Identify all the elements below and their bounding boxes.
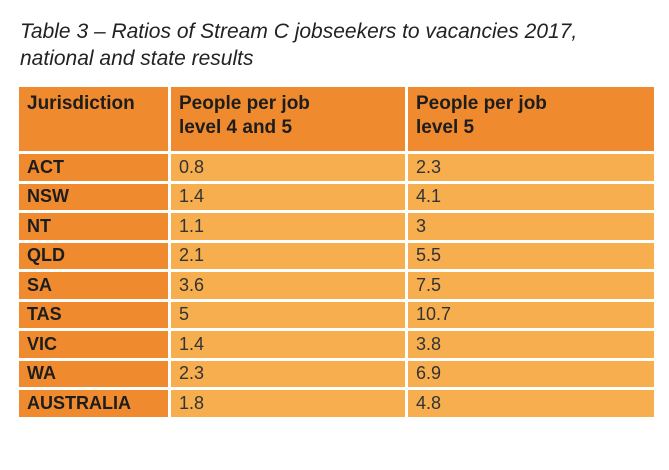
level45-cell: 2.3 [171, 360, 405, 387]
table-header-row: Jurisdiction People per job level 4 and … [19, 87, 654, 151]
header-level5-line1: People per job [416, 93, 547, 114]
level45-cell: 1.4 [171, 331, 405, 358]
header-level-5: People per job level 5 [408, 87, 654, 151]
caption-line-1: Table 3 – Ratios of Stream C jobseekers … [20, 20, 578, 43]
caption-line-2: national and state results [20, 47, 254, 70]
level5-cell: 5.5 [408, 242, 654, 269]
jurisdiction-cell: NSW [19, 183, 168, 210]
ratios-table-container: Jurisdiction People per job level 4 and … [16, 84, 657, 447]
table-row: SA 3.6 7.5 [19, 272, 654, 299]
table-row: VIC 1.4 3.8 [19, 331, 654, 358]
table-row: TAS 5 10.7 [19, 301, 654, 328]
level5-cell: 3 [408, 213, 654, 240]
header-level45-line1: People per job [179, 93, 310, 114]
table-row: NT 1.1 3 [19, 213, 654, 240]
jurisdiction-cell: SA [19, 272, 168, 299]
jurisdiction-cell: TAS [19, 301, 168, 328]
table-row: NSW 1.4 4.1 [19, 183, 654, 210]
level5-cell: 3.8 [408, 331, 654, 358]
level5-cell: 4.1 [408, 183, 654, 210]
jurisdiction-cell: WA [19, 360, 168, 387]
header-jurisdiction-line1: Jurisdiction [27, 93, 135, 114]
level45-cell: 5 [171, 301, 405, 328]
table-row: ACT 0.8 2.3 [19, 154, 654, 181]
header-level45-line2: level 4 and 5 [179, 117, 293, 138]
jurisdiction-cell: VIC [19, 331, 168, 358]
table-row: QLD 2.1 5.5 [19, 242, 654, 269]
header-level5-line2: level 5 [416, 117, 475, 138]
level45-cell: 0.8 [171, 154, 405, 181]
header-level-4-and-5: People per job level 4 and 5 [171, 87, 405, 151]
jurisdiction-cell: AUSTRALIA [19, 390, 168, 417]
level45-cell: 1.4 [171, 183, 405, 210]
header-jurisdiction: Jurisdiction [19, 87, 168, 151]
level45-cell: 2.1 [171, 242, 405, 269]
jurisdiction-cell: ACT [19, 154, 168, 181]
level5-cell: 10.7 [408, 301, 654, 328]
level45-cell: 3.6 [171, 272, 405, 299]
jurisdiction-cell: NT [19, 213, 168, 240]
jurisdiction-cell: QLD [19, 242, 168, 269]
table-row: WA 2.3 6.9 [19, 360, 654, 387]
level45-cell: 1.8 [171, 390, 405, 417]
level5-cell: 7.5 [408, 272, 654, 299]
table-row: AUSTRALIA 1.8 4.8 [19, 390, 654, 417]
level5-cell: 6.9 [408, 360, 654, 387]
level5-cell: 4.8 [408, 390, 654, 417]
table-caption: Table 3 – Ratios of Stream C jobseekers … [20, 18, 620, 72]
level45-cell: 1.1 [171, 213, 405, 240]
level5-cell: 2.3 [408, 154, 654, 181]
ratios-table: Jurisdiction People per job level 4 and … [16, 84, 657, 420]
